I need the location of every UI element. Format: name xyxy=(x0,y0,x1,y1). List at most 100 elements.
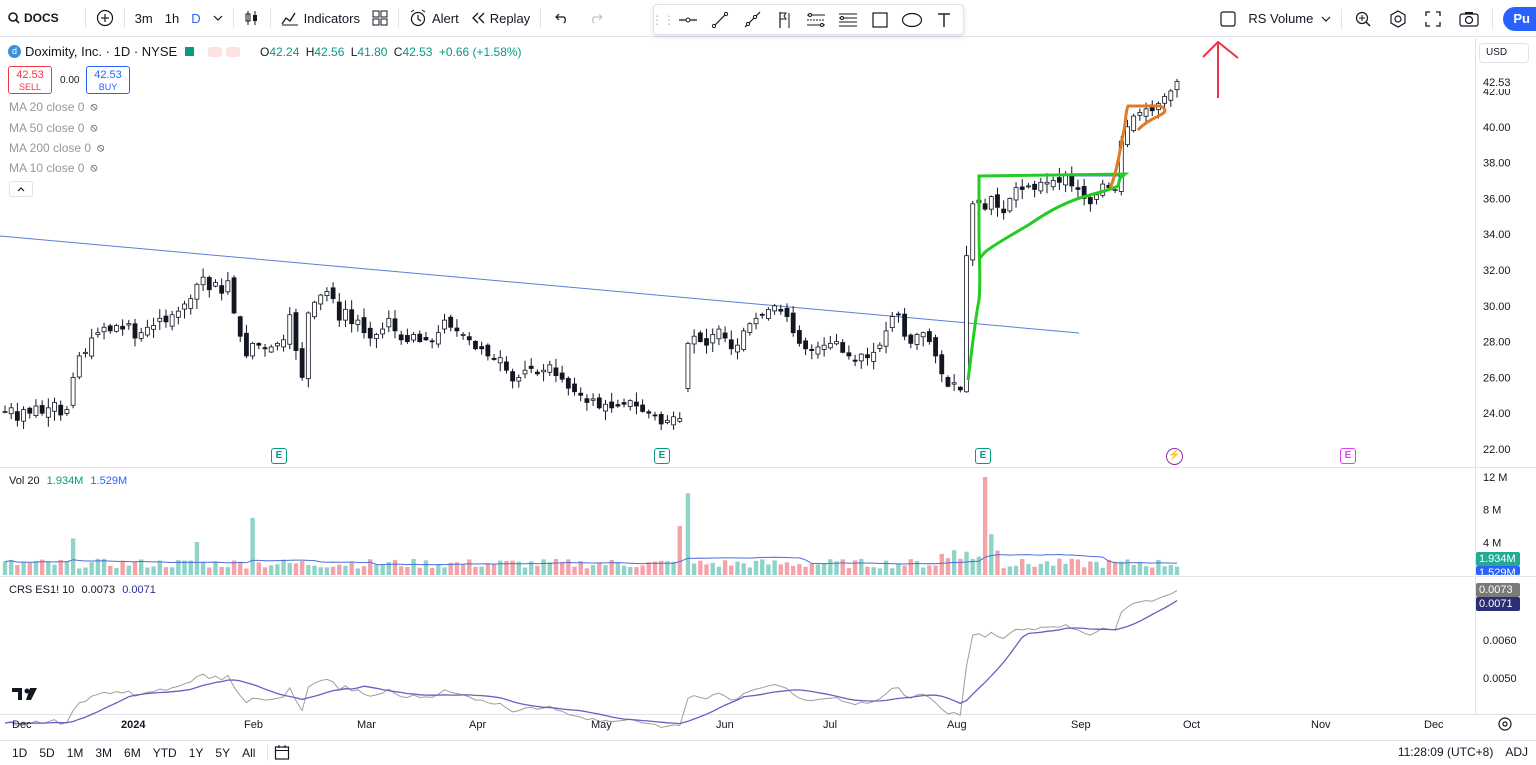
range-ytd[interactable]: YTD xyxy=(152,746,177,760)
zoom-button[interactable] xyxy=(1346,0,1380,37)
volume-bar xyxy=(275,564,280,575)
symbol-legend[interactable]: d Doximity, Inc. · 1D · NYSE xyxy=(8,44,241,59)
candle-body xyxy=(2,411,8,413)
candle-body xyxy=(52,402,57,412)
indicators-button[interactable]: Indicators xyxy=(275,0,366,37)
clock[interactable]: 11:28:09 (UTC+8) xyxy=(1397,745,1494,759)
eye-toggle-icon[interactable] xyxy=(226,46,241,57)
candle-body xyxy=(735,344,740,353)
change-value: +0.66 (+1.58%) xyxy=(438,45,522,59)
range-5d[interactable]: 5D xyxy=(39,746,55,760)
volume-bar xyxy=(169,567,175,575)
price-axis[interactable]: 42.0040.0038.0036.0034.0032.0030.0028.00… xyxy=(1483,86,1511,456)
hidden-eye-icon[interactable]: ⦸ xyxy=(90,100,98,113)
tool-rectangle[interactable] xyxy=(864,5,896,34)
tool-text[interactable] xyxy=(928,5,960,34)
tool-flag[interactable] xyxy=(768,5,800,34)
range-1m[interactable]: 1M xyxy=(66,746,84,760)
axis-settings-icon[interactable] xyxy=(1498,717,1512,731)
earnings-marker[interactable]: E xyxy=(654,448,670,464)
candle-body xyxy=(1063,174,1068,186)
symbol-search[interactable]: DOCS xyxy=(0,0,65,37)
collapse-legend-button[interactable] xyxy=(9,181,33,197)
volume-bar xyxy=(1112,561,1118,575)
interval-d[interactable]: D xyxy=(191,10,201,26)
ma-legend-10[interactable]: MA 10 close 0 ⦸ xyxy=(9,161,98,175)
rs-volume-toggle[interactable]: RS Volume xyxy=(1214,0,1337,37)
candle-body xyxy=(27,407,33,414)
time-axis[interactable]: Dec 2024 Feb Mar Apr May Jun Jul Aug Sep Oct Nov Dec xyxy=(12,719,1444,731)
volume-bar xyxy=(671,561,676,575)
hidden-eye-icon[interactable]: ⦸ xyxy=(90,121,98,134)
tool-ellipse[interactable] xyxy=(896,5,928,34)
buy-button[interactable]: 42.53 BUY xyxy=(86,66,130,94)
hidden-eye-icon[interactable]: ⦸ xyxy=(90,161,98,174)
currency-selector[interactable]: USD xyxy=(1479,43,1529,63)
interval-3m[interactable]: 3m xyxy=(134,10,153,26)
candle-body xyxy=(858,353,864,362)
candle-body xyxy=(151,325,156,330)
range-1y[interactable]: 1Y xyxy=(188,746,204,760)
time-tick-label: Jun xyxy=(716,719,734,731)
snapshot-button[interactable] xyxy=(1450,0,1488,37)
ma-legend-50[interactable]: MA 50 close 0 ⦸ xyxy=(9,121,98,135)
buy-price: 42.53 xyxy=(94,69,122,81)
range-1d[interactable]: 1D xyxy=(12,746,28,760)
goto-date-button[interactable] xyxy=(274,744,290,763)
trendline-drawing[interactable] xyxy=(0,235,1080,334)
range-6m[interactable]: 6M xyxy=(124,746,141,760)
earnings-marker[interactable]: E xyxy=(975,448,991,464)
candle-body xyxy=(603,403,608,412)
interval-1h[interactable]: 1h xyxy=(164,10,180,26)
volume-bar xyxy=(652,561,658,575)
volume-bar xyxy=(815,564,821,575)
publish-button[interactable]: Pu xyxy=(1503,6,1536,31)
red-arrow-drawing[interactable] xyxy=(1202,40,1239,98)
range-5y[interactable]: 5Y xyxy=(215,746,231,760)
volume-bar xyxy=(883,560,889,575)
candle-body xyxy=(1038,181,1044,192)
hidden-eye-icon[interactable]: ⦸ xyxy=(97,141,105,154)
add-symbol-button[interactable] xyxy=(90,0,120,37)
undo-button[interactable] xyxy=(545,0,579,37)
tool-ray[interactable] xyxy=(736,5,768,34)
replay-button[interactable]: Replay xyxy=(465,0,536,37)
earnings-marker[interactable]: E xyxy=(271,448,287,464)
volume-bar xyxy=(448,562,453,575)
range-3m[interactable]: 3M xyxy=(95,746,113,760)
tool-pattern[interactable] xyxy=(800,5,832,34)
ma-legend-200[interactable]: MA 200 close 0 ⦸ xyxy=(9,141,104,155)
candle-body xyxy=(448,316,454,328)
candle-body xyxy=(1013,187,1019,201)
ma-legend-20[interactable]: MA 20 close 0 ⦸ xyxy=(9,100,98,114)
volume-bar xyxy=(1131,565,1136,575)
candle-body xyxy=(596,397,602,409)
candle-body xyxy=(621,402,627,405)
dividend-marker[interactable]: ⚡ xyxy=(1166,448,1183,465)
candle-body xyxy=(95,332,101,335)
adj-toggle[interactable]: ADJ xyxy=(1505,745,1528,759)
tool-horizontal-line[interactable] xyxy=(672,5,704,34)
chart-type-button[interactable] xyxy=(238,0,266,37)
range-all[interactable]: All xyxy=(242,746,256,760)
interval-dropdown[interactable] xyxy=(207,0,229,37)
drag-handle[interactable]: ⋮⋮ xyxy=(651,12,675,27)
tool-fib[interactable] xyxy=(832,5,864,34)
tool-trend-line[interactable] xyxy=(704,5,736,34)
fullscreen-button[interactable] xyxy=(1416,0,1450,37)
green-brush-drawing[interactable] xyxy=(966,172,1130,381)
chart-canvas[interactable]: 42.0040.0038.0036.0034.0032.0030.0028.00… xyxy=(0,38,1536,740)
layouts-button[interactable] xyxy=(366,0,394,37)
candle-body xyxy=(8,407,14,415)
orange-brush-drawing[interactable] xyxy=(1108,104,1167,189)
redo-button[interactable] xyxy=(579,0,613,37)
upcoming-earnings-marker[interactable]: E xyxy=(1340,448,1356,464)
volume-legend[interactable]: Vol 20 1.934M 1.529M xyxy=(9,475,127,487)
crs-legend[interactable]: CRS ES1! 10 0.0073 0.0071 xyxy=(9,584,156,596)
settings-button[interactable] xyxy=(1380,0,1416,37)
candle-body xyxy=(609,401,615,409)
volume-bar xyxy=(238,561,243,575)
alert-button[interactable]: Alert xyxy=(403,0,465,37)
sell-button[interactable]: 42.53 SELL xyxy=(8,66,52,94)
eye-toggle-icon[interactable] xyxy=(208,46,223,57)
